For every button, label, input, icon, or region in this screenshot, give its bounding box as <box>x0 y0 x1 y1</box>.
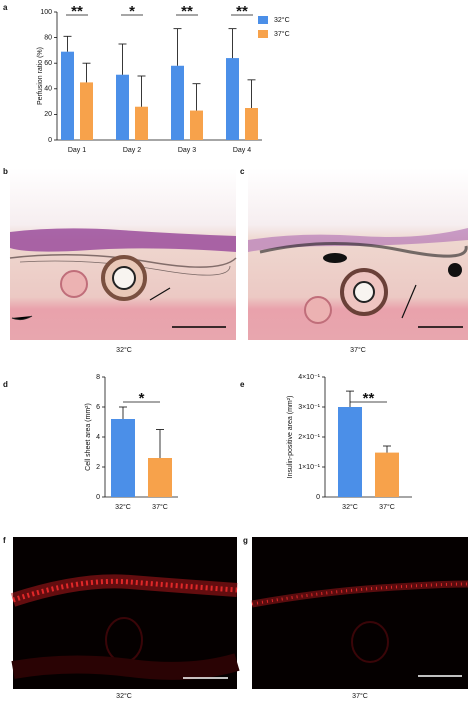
y-tick-label: 1×10⁻¹ <box>298 464 320 471</box>
error-bar <box>346 390 354 407</box>
error-bar <box>156 429 164 458</box>
bar <box>80 82 93 140</box>
panel-label: a <box>3 3 8 12</box>
error-bar <box>63 35 72 52</box>
x-tick-label: Day 4 <box>233 147 251 154</box>
error-bar <box>192 83 201 111</box>
bar <box>171 65 184 140</box>
bar <box>148 458 172 497</box>
fluorescence-image <box>10 537 240 689</box>
y-tick-label: 40 <box>44 86 52 93</box>
bar <box>190 110 203 140</box>
fluorescence-image <box>251 537 469 689</box>
error-bar <box>137 75 146 107</box>
x-tick-label: Day 1 <box>68 147 86 154</box>
y-tick-label: 4×10⁻¹ <box>298 374 320 381</box>
bar <box>111 419 135 497</box>
y-tick-label: 0 <box>316 494 320 501</box>
bar <box>338 407 362 497</box>
y-axis-label: Cell sheet area (mm²) <box>85 403 92 471</box>
legend-swatch <box>258 16 268 24</box>
error-bar <box>247 79 256 108</box>
error-bar <box>118 43 127 75</box>
bar <box>245 108 258 140</box>
x-tick-label: 32°C <box>115 503 131 511</box>
y-tick-label: 2 <box>96 464 100 471</box>
legend-label: 37°C <box>274 30 290 38</box>
y-tick-label: 4 <box>96 434 100 441</box>
y-tick-label: 6 <box>96 404 100 411</box>
y-tick-label: 60 <box>44 60 52 67</box>
legend-label: 32°C <box>274 16 290 24</box>
y-axis-label: Insulin-positive area (mm²) <box>287 396 294 479</box>
y-tick-label: 80 <box>44 34 52 41</box>
y-tick-label: 3×10⁻¹ <box>298 404 320 411</box>
bar <box>226 58 239 140</box>
panel-label: g <box>243 536 248 545</box>
histology-image <box>248 168 468 340</box>
error-bar <box>119 406 127 419</box>
significance-label: * <box>129 3 135 20</box>
panel-label: d <box>3 380 8 389</box>
panel-label: b <box>3 167 8 176</box>
significance-label: ** <box>181 3 193 20</box>
x-tick-label: Day 3 <box>178 147 196 154</box>
error-bar <box>228 28 237 59</box>
image-caption: 37°C <box>352 692 368 700</box>
x-tick-label: 37°C <box>379 503 395 511</box>
x-tick-label: 37°C <box>152 503 168 511</box>
significance-label: ** <box>71 3 83 20</box>
image-caption: 32°C <box>116 692 132 700</box>
panel-label: c <box>240 167 245 176</box>
panel-label: f <box>3 536 6 545</box>
histology-image <box>9 168 237 340</box>
x-tick-label: 32°C <box>342 503 358 511</box>
significance-label: ** <box>363 390 375 407</box>
bar <box>135 106 148 140</box>
image-caption: 37°C <box>350 346 366 354</box>
y-tick-label: 20 <box>44 111 52 118</box>
x-tick-label: Day 2 <box>123 147 141 154</box>
bar <box>375 452 399 497</box>
bar <box>116 74 129 140</box>
y-tick-label: 2×10⁻¹ <box>298 434 320 441</box>
significance-label: * <box>139 390 145 407</box>
error-bar <box>383 445 391 453</box>
image-caption: 32°C <box>116 346 132 354</box>
y-axis-label: Perfusion ratio (%) <box>37 47 44 105</box>
y-tick-label: 0 <box>48 137 52 144</box>
error-bar <box>173 28 182 66</box>
y-tick-label: 100 <box>40 9 52 16</box>
error-bar <box>82 62 91 83</box>
legend-swatch <box>258 30 268 38</box>
significance-label: ** <box>236 3 248 20</box>
y-tick-label: 8 <box>96 374 100 381</box>
panel-label: e <box>240 380 245 389</box>
y-tick-label: 0 <box>96 494 100 501</box>
bar <box>61 51 74 140</box>
